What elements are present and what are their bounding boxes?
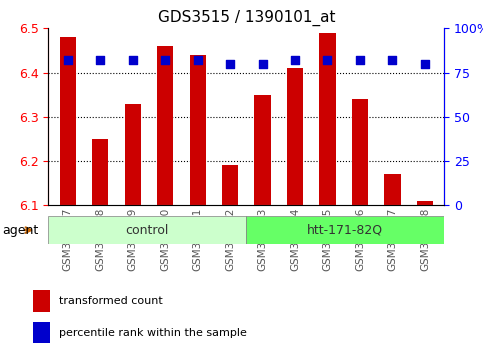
Bar (255, 95, 270, 205)
Point (291, 57, 299, 63)
Bar (222, 165, 238, 205)
FancyBboxPatch shape (48, 216, 246, 244)
Point (356, 57, 364, 63)
Point (97, 57, 104, 63)
Bar (384, 175, 400, 205)
Point (129, 57, 137, 63)
Text: transformed count: transformed count (59, 296, 163, 306)
Bar (33, 322, 50, 343)
Bar (189, 55, 206, 205)
Bar (33, 290, 50, 312)
Point (226, 61, 234, 67)
Bar (417, 201, 433, 205)
Text: control: control (126, 224, 169, 236)
Point (259, 61, 267, 67)
Bar (60, 37, 76, 205)
Point (194, 57, 201, 63)
Point (421, 61, 429, 67)
Bar (157, 46, 173, 205)
Bar (319, 33, 336, 205)
FancyBboxPatch shape (246, 216, 444, 244)
Bar (125, 104, 141, 205)
Bar (287, 68, 303, 205)
Text: percentile rank within the sample: percentile rank within the sample (59, 328, 247, 338)
Text: agent: agent (2, 224, 39, 236)
Point (161, 57, 169, 63)
Point (324, 57, 331, 63)
Title: GDS3515 / 1390101_at: GDS3515 / 1390101_at (157, 9, 335, 25)
Point (388, 57, 396, 63)
Bar (92, 139, 108, 205)
Text: htt-171-82Q: htt-171-82Q (307, 224, 384, 236)
Point (64, 57, 71, 63)
Bar (352, 99, 368, 205)
